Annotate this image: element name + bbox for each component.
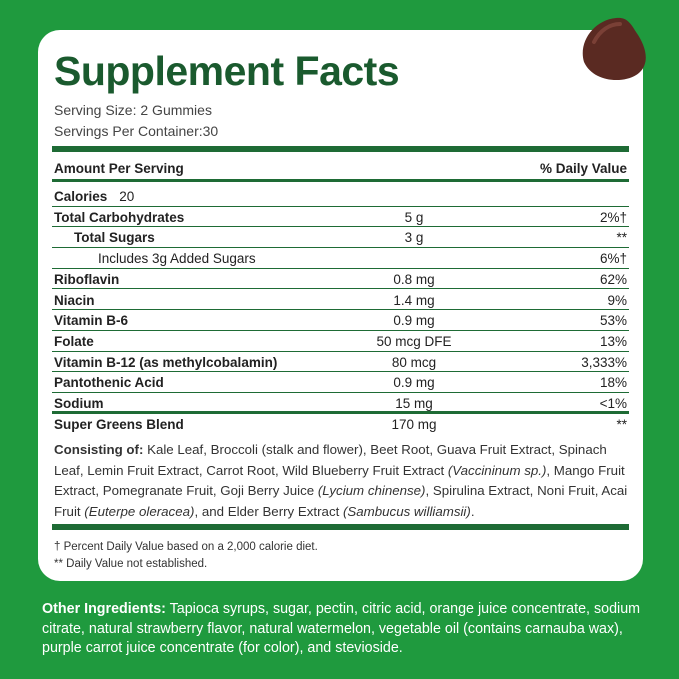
amount-text: 0.9 mg	[393, 313, 435, 329]
consisting-text: , Mango Fruit Extract, Pomegranate Fruit…	[54, 462, 625, 499]
consisting-text: , and Elder Berry Extract	[194, 503, 343, 519]
nutrient-name: Riboflavin	[54, 271, 120, 287]
nutrient-row: Riboflavin 0.8 mg 62%	[52, 269, 629, 290]
daily-value: 53%	[599, 313, 627, 329]
gummy-image	[582, 17, 646, 81]
nutrient-name: Sodium	[54, 396, 104, 411]
thick-rule	[52, 146, 629, 152]
amount-text: 5 g	[404, 209, 424, 225]
nutrient-row: Includes 3g Added Sugars 6%†	[52, 248, 629, 269]
nutrient-row: Total Sugars 3 g **	[52, 227, 629, 249]
count: 30	[202, 123, 219, 139]
consisting: Consisting of: Kale Leaf, Broccoli (stal…	[54, 440, 629, 522]
consisting-text: (Vaccininum sp.)	[447, 462, 547, 478]
nutrient-name: Total Sugars	[74, 230, 155, 246]
column-header: % Daily Value	[539, 161, 627, 176]
thick-rule	[52, 524, 629, 530]
header-row: Amount Per Serving % Daily Value	[52, 158, 629, 182]
daily-value: 13%	[599, 333, 627, 349]
servings-per-container: Servings Per Container:30	[54, 123, 218, 139]
calories-row: Calories 20	[52, 186, 629, 207]
consisting-text: Consisting of:	[54, 442, 144, 457]
daily-value: 2%†	[599, 209, 627, 225]
label: Servings Per Container:	[54, 123, 203, 139]
calories-label: Calories	[54, 189, 108, 204]
nutrient-name: Includes 3g Added Sugars	[98, 251, 256, 267]
footnote: † Percent Daily Value based on a 2,000 c…	[54, 541, 318, 553]
calories: Calories 20	[54, 189, 134, 204]
consisting-text: .	[470, 503, 475, 519]
calories-value: 20	[119, 189, 135, 204]
consisting-text: (Sambucus williamsii)	[342, 503, 471, 519]
consisting-text: (Lycium chinense)	[317, 483, 426, 498]
daily-value: 3,333%	[581, 354, 627, 370]
consisting-text: Kale Leaf, Broccoli (stalk and flower), …	[54, 442, 607, 478]
daily-value: 18%	[599, 375, 627, 391]
nutrient-row: Vitamin B-6 0.9 mg 53%	[52, 310, 629, 331]
amount-text: 1.4 mg	[393, 292, 435, 308]
nutrient-row: Niacin 1.4 mg 9%	[52, 290, 629, 311]
label: Other Ingredients:	[42, 601, 166, 617]
other-ingredients: Other Ingredients: Tapioca syrups, sugar…	[42, 600, 652, 659]
nutrient-name: Niacin	[54, 292, 95, 308]
daily-value: 62%	[599, 271, 627, 287]
consisting-text: (Euterpe oleracea)	[84, 503, 195, 519]
amount-text: 50 mcg DFE	[376, 333, 452, 349]
nutrient-name: Folate	[54, 333, 94, 349]
nutrient-row: Total Carbohydrates 5 g 2%†	[52, 207, 629, 228]
serving-size: Serving Size: 2 Gummies	[54, 102, 212, 118]
consisting-text: , Spirulina Extract, Noni Fruit, Acai Fr…	[54, 483, 628, 519]
amount-text: 170 mg	[391, 416, 437, 432]
nutrient-row: Super Greens Blend 170 mg **	[52, 414, 629, 435]
nutrient-name: Vitamin B-12 (as methylcobalamin)	[54, 354, 278, 370]
nutrient-row: Vitamin B-12 (as methylcobalamin) 80 mcg 3…	[52, 352, 629, 373]
nutrient-name: Vitamin B-6	[54, 313, 129, 329]
column-header: Amount Per Serving	[54, 161, 184, 176]
daily-value: **	[616, 416, 627, 432]
amount-text: 3 g	[404, 230, 424, 246]
amount-text: 80 mcg	[391, 354, 437, 370]
nutrient-row: Pantothenic Acid 0.9 mg 18%	[52, 372, 629, 393]
amount-text: 15 mg	[395, 396, 433, 411]
nutrient-row: Folate 50 mcg DFE 13%	[52, 331, 629, 352]
footnote: ** Daily Value not established.	[54, 558, 208, 570]
title: Supplement Facts	[54, 48, 400, 94]
daily-value: **	[616, 230, 627, 246]
nutrient-row: Sodium 15 mg <1%	[52, 393, 629, 414]
text: Tapioca syrups, sugar, pectin, citric ac…	[42, 601, 641, 656]
nutrient-name: Total Carbohydrates	[54, 209, 185, 225]
amount-text: 0.9 mg	[393, 375, 435, 391]
amount-text: 0.8 mg	[393, 271, 435, 287]
daily-value: 6%†	[599, 251, 627, 267]
facts-card: Supplement Facts Serving Size: 2 Gummies…	[38, 30, 643, 581]
nutrient-name: Pantothenic Acid	[54, 375, 164, 391]
daily-value: <1%	[599, 396, 627, 411]
nutrient-name: Super Greens Blend	[54, 416, 184, 432]
daily-value: 9%	[607, 292, 627, 308]
